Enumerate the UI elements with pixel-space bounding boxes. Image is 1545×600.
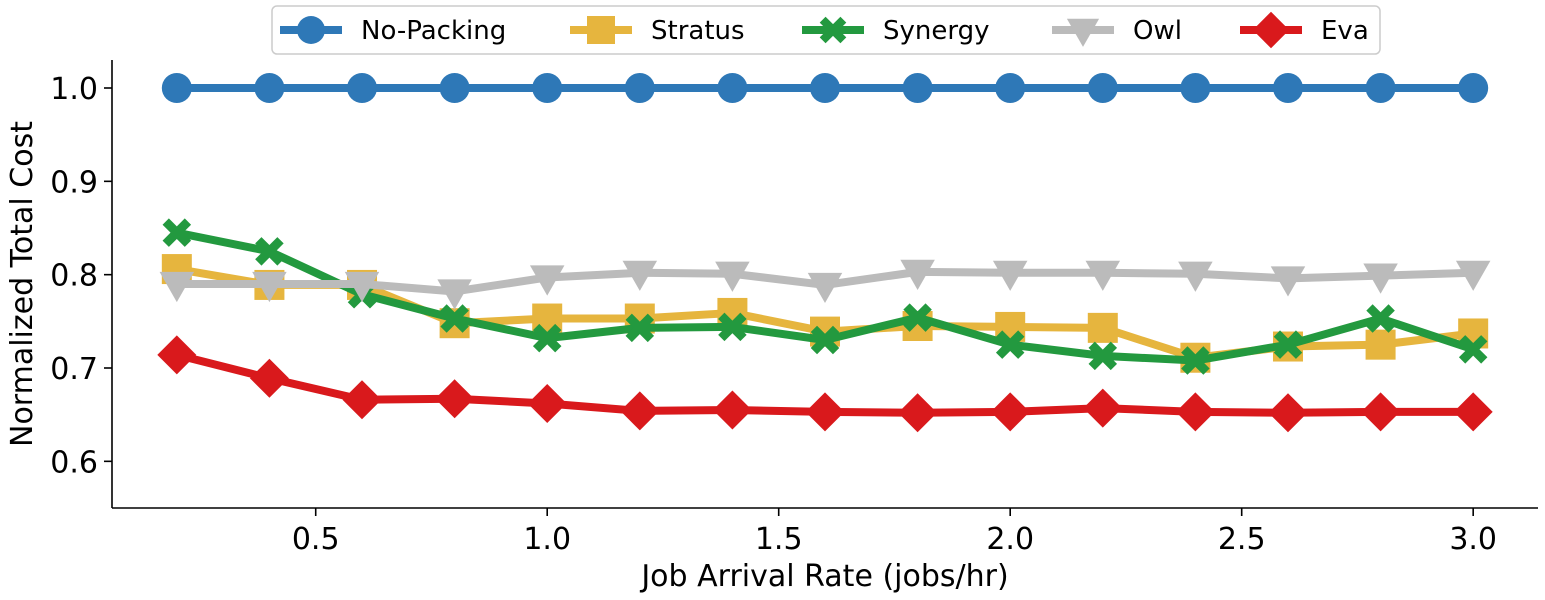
y-axis-title: Normalized Total Cost: [5, 121, 40, 447]
data-point-synergy: [995, 330, 1025, 359]
y-tick-label: 0.6: [50, 445, 98, 480]
data-point-eva: [527, 383, 567, 423]
legend-label-synergy: Synergy: [883, 16, 990, 46]
data-point-eva: [990, 392, 1030, 432]
data-point-owl: [344, 271, 380, 303]
data-point-no-packing: [810, 73, 840, 103]
series-no-packing: [161, 73, 1489, 103]
data-point-no-packing: [995, 73, 1026, 103]
axes: [111, 60, 1538, 509]
legend-marker-owl: [1066, 18, 1100, 47]
data-point-owl: [1363, 263, 1398, 294]
data-point-eva: [1453, 392, 1493, 432]
x-tick-label: 3.0: [1449, 522, 1497, 557]
data-point-eva: [1268, 393, 1308, 433]
x-tick-label: 0.5: [292, 522, 340, 557]
legend-label-stratus: Stratus: [651, 16, 745, 46]
data-point-owl: [900, 259, 935, 290]
data-point-synergy: [532, 323, 562, 353]
data-point-synergy: [625, 313, 655, 343]
data-point-synergy: [1366, 304, 1395, 333]
data-point-no-packing: [717, 73, 748, 103]
x-ticks: 0.5 1.0 1.5 2.0 2.5 3.0: [292, 508, 1497, 557]
data-point-no-packing: [1458, 73, 1489, 103]
data-point-synergy: [718, 312, 747, 342]
data-point-owl: [1178, 261, 1213, 292]
data-point-eva: [249, 358, 289, 398]
x-tick-label: 2.5: [1218, 522, 1266, 557]
data-point-owl: [807, 272, 843, 304]
data-point-synergy: [1181, 346, 1210, 375]
x-tick-label: 1.0: [523, 522, 571, 557]
data-point-no-packing: [1087, 73, 1118, 103]
legend-item-synergy: Synergy: [802, 16, 990, 46]
data-point-eva: [1175, 392, 1215, 432]
data-point-synergy: [440, 304, 469, 333]
data-point-no-packing: [1272, 73, 1303, 103]
legend-label-no-packing: No-Packing: [361, 16, 506, 46]
x-tick-label: 1.5: [755, 522, 803, 557]
x-axis-title: Job Arrival Rate (jobs/hr): [639, 559, 1008, 594]
legend-marker-stratus: [587, 16, 615, 44]
legend: No-Packing Stratus Synergy Owl Eva: [271, 5, 1381, 55]
series-layer: [157, 73, 1493, 433]
data-point-synergy: [1088, 341, 1118, 371]
data-point-owl: [1455, 260, 1491, 291]
data-point-eva: [342, 380, 382, 420]
data-point-eva: [712, 390, 752, 430]
y-tick-label: 0.8: [50, 259, 98, 294]
legend-marker-eva: [1252, 11, 1290, 49]
legend-item-eva: Eva: [1240, 11, 1369, 49]
series-synergy: [162, 218, 1488, 375]
data-point-no-packing: [439, 73, 470, 103]
data-point-eva: [805, 392, 845, 432]
data-point-no-packing: [1180, 73, 1211, 103]
series-owl: [159, 259, 1491, 310]
data-point-eva: [898, 393, 938, 433]
data-point-synergy: [903, 303, 932, 332]
data-point-eva: [435, 379, 475, 419]
legend-item-no-packing: No-Packing: [280, 16, 506, 46]
legend-item-stratus: Stratus: [570, 16, 745, 46]
y-tick-label: 1.0: [50, 72, 98, 107]
data-point-owl: [992, 260, 1028, 291]
data-point-no-packing: [161, 73, 192, 103]
data-point-no-packing: [624, 73, 655, 103]
legend-label-owl: Owl: [1133, 16, 1182, 46]
data-point-owl: [529, 265, 565, 296]
data-point-no-packing: [532, 73, 563, 103]
data-point-owl: [715, 261, 750, 292]
series-eva: [157, 335, 1493, 433]
data-point-no-packing: [347, 73, 378, 103]
data-point-synergy: [162, 218, 192, 247]
data-point-synergy: [255, 237, 284, 266]
legend-marker-synergy: [819, 16, 847, 44]
data-point-owl: [252, 271, 287, 303]
data-point-eva: [157, 335, 197, 375]
x-tick-label: 2.0: [986, 522, 1034, 557]
legend-label-eva: Eva: [1321, 16, 1369, 46]
y-tick-label: 0.9: [50, 165, 98, 200]
data-point-synergy: [1458, 335, 1488, 364]
data-point-stratus: [1087, 312, 1118, 343]
data-point-owl: [437, 279, 472, 310]
data-point-synergy: [1273, 330, 1303, 359]
data-point-no-packing: [1365, 73, 1396, 103]
data-point-stratus: [1365, 329, 1396, 360]
data-point-eva: [620, 391, 660, 431]
y-tick-label: 0.7: [50, 352, 98, 387]
data-point-eva: [1083, 388, 1123, 428]
data-point-owl: [159, 271, 195, 303]
legend-marker-no-packing: [297, 16, 325, 44]
data-point-no-packing: [254, 73, 285, 103]
y-ticks: 0.6 0.7 0.8 0.9 1.0: [50, 72, 112, 480]
data-point-synergy: [810, 325, 840, 355]
legend-item-owl: Owl: [1052, 16, 1182, 47]
data-point-owl: [622, 260, 658, 291]
data-point-eva: [1361, 392, 1401, 432]
data-point-no-packing: [902, 73, 933, 103]
data-point-owl: [1270, 266, 1306, 297]
data-point-owl: [1085, 260, 1121, 291]
